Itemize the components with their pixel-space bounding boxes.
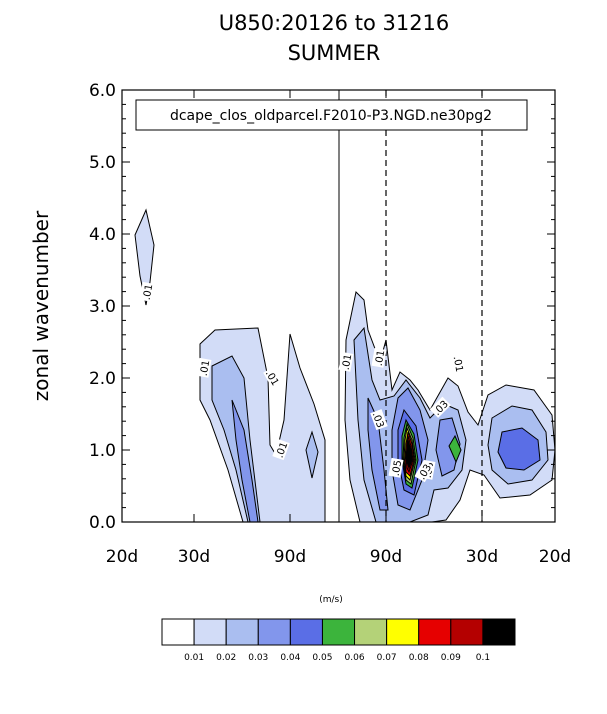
colorbar-swatch [482,618,516,646]
contour-label: .01 [338,351,355,372]
y-tick-label: 5.0 [89,153,116,173]
contour-label-text: .01 [142,283,156,301]
contour-label-bg [371,347,387,368]
colorbar-label: 0.1 [476,653,490,663]
contour-label-bg [451,353,467,374]
contour-fills [134,208,555,522]
y-tick-label: 6.0 [89,81,116,101]
case-label: dcape_clos_oldparcel.F2010-P3.NGD.ne30pg… [170,108,492,124]
contour-label-bg [338,351,354,372]
x-axis: 20d 30d 90d 90d 30d 20d [106,90,571,567]
colorbar-swatch [418,618,452,646]
contour-label-bg [414,460,434,483]
colorbar-swatch [161,618,195,646]
contour-region-20 [406,439,413,470]
contour-label-bg [263,366,283,389]
colorbar-label: 0.09 [441,653,461,663]
contour-label: .01 [272,439,291,461]
contour-label-text: .01 [451,355,465,373]
contour-label-bg [388,457,404,478]
y-tick-label: 4.0 [89,225,116,245]
contour-region-11 [435,417,461,477]
contour-labels: .01.01.01.01.01.01.01.03.03.05.05.03 [139,281,467,483]
contour-label-text: .01 [275,441,291,460]
x-tick-label: 20d [106,547,138,567]
colorbar-label: 0.03 [248,653,268,663]
chart-subtitle: SUMMER [288,41,381,65]
contour-label-bg [272,439,290,461]
contour-label: .03 [370,409,388,431]
y-tick-label: 1.0 [89,441,116,461]
colorbar-swatch [450,618,484,646]
x-tick-label: 90d [370,547,402,567]
contour-label: .05 [388,457,405,478]
colorbar-swatch [386,618,420,646]
colorbar-label: 0.05 [312,653,332,663]
contour-region-1 [134,208,155,306]
colorbar-swatch [289,618,323,646]
colorbar-unit: (m/s) [319,595,343,605]
contour-label-text: .01 [199,359,213,377]
y-tick-label: 3.0 [89,297,116,317]
contour-region-14 [448,434,462,464]
contour-label-text: .05 [391,459,405,477]
colorbar-swatch [225,618,259,646]
colorbar: 0.01 0.02 0.03 0.04 0.05 0.06 0.07 0.08 0.09 0.1 [161,618,516,663]
x-tick-label: 30d [466,547,498,567]
contour-label: .01 [196,357,213,378]
contour-label-text: .01 [341,353,355,371]
contour-label-bg [139,281,155,302]
contour-label-text: .03 [370,411,386,430]
colorbar-swatch [321,618,356,646]
colorbar-label: 0.07 [377,653,397,663]
colorbar-swatch [257,618,291,646]
colorbar-label: 0.04 [280,653,300,663]
contour-region-2 [199,327,326,522]
colorbar-label: 0.06 [345,653,365,663]
contour-label-bg [196,357,212,378]
contour-region-4 [231,399,259,522]
case-label-box [135,99,528,131]
x-tick-label: 90d [274,547,306,567]
x-tick-label: 20d [539,547,571,567]
colorbar-label: 0.08 [409,653,429,663]
y-axis-label: zonal wavenumber [29,210,53,401]
colorbar-swatch [193,618,227,646]
colorbar-swatch [354,618,388,646]
y-axis: 0.0 1.0 2.0 3.0 4.0 5.0 6.0 [89,81,555,533]
chart-title: U850:20126 to 31216 [219,11,450,35]
contour-label-text: .01 [374,349,388,367]
contour-label-bg [370,409,388,431]
contour-label-bg [429,396,451,418]
contour-label: .01 [451,353,467,374]
x-tick-label: 30d [178,547,210,567]
colorbar-label: 0.01 [184,653,204,663]
contour-label: .01 [139,281,156,302]
y-tick-label: 0.0 [89,513,116,533]
contour-label: .01 [371,347,388,368]
colorbar-label: 0.02 [216,653,236,663]
y-tick-label: 2.0 [89,369,116,389]
contour-region-12 [497,427,541,471]
contour-region-5 [305,430,319,479]
